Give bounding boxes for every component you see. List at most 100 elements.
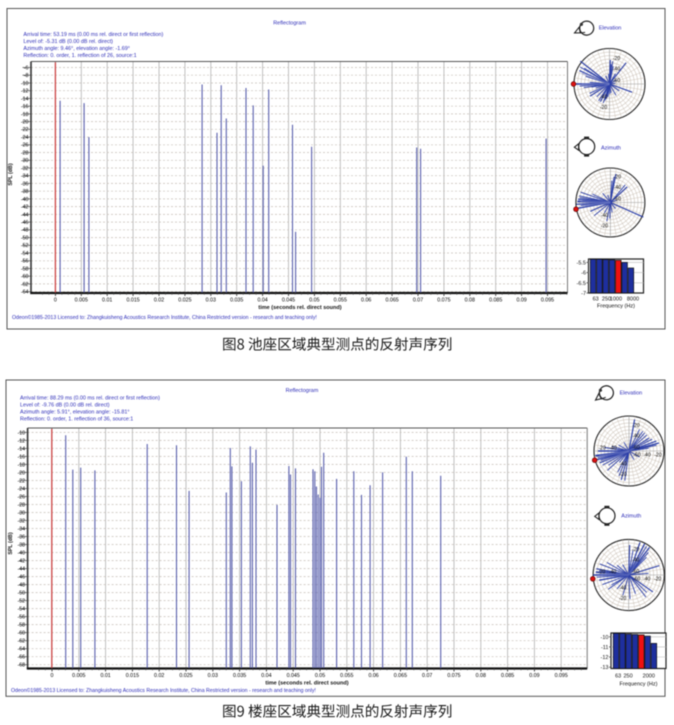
svg-text:0.085: 0.085 xyxy=(489,298,502,304)
svg-text:Azimuth: Azimuth xyxy=(601,146,621,152)
svg-text:0.01: 0.01 xyxy=(102,298,112,304)
svg-text:Level of: -9.76 dB (0.00 dB re: Level of: -9.76 dB (0.00 dB rel. direct) xyxy=(20,403,110,409)
svg-text:-18: -18 xyxy=(21,112,29,118)
svg-text:-12: -12 xyxy=(21,89,29,95)
svg-text:-20: -20 xyxy=(654,453,661,459)
svg-text:-16: -16 xyxy=(21,104,29,110)
svg-text:0.04: 0.04 xyxy=(257,298,267,304)
svg-text:0.015: 0.015 xyxy=(126,673,139,679)
svg-text:-54: -54 xyxy=(21,251,29,257)
svg-text:-52: -52 xyxy=(21,243,29,249)
svg-text:-32: -32 xyxy=(21,166,29,172)
svg-text:-10: -10 xyxy=(21,81,29,87)
svg-text:0.01: 0.01 xyxy=(100,673,110,679)
svg-text:-56: -56 xyxy=(21,259,29,265)
svg-text:63: 63 xyxy=(615,673,621,679)
svg-text:time (seconds rel. direct soun: time (seconds rel. direct sound) xyxy=(265,681,348,687)
svg-text:-54: -54 xyxy=(17,607,25,613)
svg-text:Azimuth angle: 5.91°, elevatio: Azimuth angle: 5.91°, elevation angle: -… xyxy=(20,410,130,416)
svg-text:-50: -50 xyxy=(21,236,29,242)
svg-text:-44: -44 xyxy=(21,212,29,218)
svg-text:0.06: 0.06 xyxy=(368,673,378,679)
svg-text:-40: -40 xyxy=(21,197,29,203)
svg-text:-36: -36 xyxy=(21,181,29,187)
svg-text:-14: -14 xyxy=(17,446,25,452)
svg-text:Elevation: Elevation xyxy=(599,26,622,32)
svg-text:0.05: 0.05 xyxy=(309,298,319,304)
svg-text:0.09: 0.09 xyxy=(529,673,539,679)
svg-text:-12: -12 xyxy=(601,655,609,661)
svg-text:Odeon©1985-2013 Licensed to:: Odeon©1985-2013 Licensed to: Zhangkuishe… xyxy=(12,314,317,321)
svg-text:0.005: 0.005 xyxy=(72,673,85,679)
svg-text:-40: -40 xyxy=(614,185,621,191)
svg-text:-40: -40 xyxy=(609,570,616,576)
svg-text:-62: -62 xyxy=(21,282,29,288)
svg-text:-30: -30 xyxy=(21,158,29,164)
svg-text:-20: -20 xyxy=(598,446,605,452)
svg-text:-20: -20 xyxy=(632,423,639,429)
svg-text:0.035: 0.035 xyxy=(230,298,243,304)
svg-text:-28: -28 xyxy=(17,502,25,508)
svg-text:0.075: 0.075 xyxy=(437,298,450,304)
svg-text:0.095: 0.095 xyxy=(555,673,568,679)
svg-text:-20: -20 xyxy=(619,596,626,602)
svg-text:Azimuth angle: 9.46°, elevatio: Azimuth angle: 9.46°, elevation angle: -… xyxy=(23,46,130,52)
svg-text:-6: -6 xyxy=(24,65,29,71)
svg-text:0.02: 0.02 xyxy=(154,298,164,304)
svg-text:-60: -60 xyxy=(633,453,640,459)
svg-text:-22: -22 xyxy=(21,127,29,133)
svg-text:-40: -40 xyxy=(609,446,616,452)
svg-text:-20: -20 xyxy=(619,472,626,478)
svg-text:2000: 2000 xyxy=(643,673,655,679)
svg-text:-68: -68 xyxy=(17,663,25,669)
svg-text:Arrival time: 88.29 ms (0.00 m: Arrival time: 88.29 ms (0.00 ms rel. dir… xyxy=(20,396,160,402)
svg-text:Frequency (Hz): Frequency (Hz) xyxy=(620,681,658,687)
svg-text:time (seconds rel. direct soun: time (seconds rel. direct sound) xyxy=(258,305,341,311)
svg-text:-40: -40 xyxy=(619,462,626,468)
svg-text:-44: -44 xyxy=(17,567,25,573)
svg-text:250: 250 xyxy=(624,673,633,679)
svg-text:-14: -14 xyxy=(21,96,29,102)
svg-text:-26: -26 xyxy=(21,143,29,149)
svg-text:-48: -48 xyxy=(21,228,29,234)
svg-text:-20: -20 xyxy=(632,547,639,553)
svg-text:-36: -36 xyxy=(17,534,25,540)
svg-text:-40: -40 xyxy=(619,586,626,592)
svg-text:-5.5: -5.5 xyxy=(577,260,586,266)
svg-text:-58: -58 xyxy=(17,623,25,629)
svg-text:-60: -60 xyxy=(613,78,620,84)
svg-text:-24: -24 xyxy=(17,486,25,492)
svg-text:-20: -20 xyxy=(601,224,608,230)
svg-text:0.065: 0.065 xyxy=(385,298,398,304)
svg-text:-60: -60 xyxy=(632,569,639,575)
svg-text:-20: -20 xyxy=(17,470,25,476)
svg-text:-64: -64 xyxy=(21,290,29,296)
svg-text:0.095: 0.095 xyxy=(541,298,554,304)
svg-text:-58: -58 xyxy=(21,266,29,272)
svg-text:Reflectogram: Reflectogram xyxy=(273,21,306,27)
svg-text:Reflectogram: Reflectogram xyxy=(286,388,319,394)
svg-text:-40: -40 xyxy=(17,550,25,556)
svg-text:0.02: 0.02 xyxy=(154,673,164,679)
svg-text:-26: -26 xyxy=(17,494,25,500)
svg-text:-16: -16 xyxy=(17,454,25,460)
svg-text:-11: -11 xyxy=(601,645,609,651)
svg-text:0.05: 0.05 xyxy=(315,673,325,679)
svg-text:-20: -20 xyxy=(598,570,605,576)
svg-text:0.07: 0.07 xyxy=(413,298,423,304)
svg-text:-56: -56 xyxy=(17,615,25,621)
svg-text:-34: -34 xyxy=(21,174,29,180)
svg-text:-7: -7 xyxy=(581,291,586,297)
svg-text:-28: -28 xyxy=(21,150,29,156)
svg-text:-40: -40 xyxy=(601,213,608,219)
svg-text:-20: -20 xyxy=(614,175,621,181)
svg-text:0.005: 0.005 xyxy=(75,298,88,304)
svg-text:-62: -62 xyxy=(17,639,25,645)
svg-text:Elevation: Elevation xyxy=(620,391,643,397)
svg-text:8000: 8000 xyxy=(627,297,639,303)
svg-text:0: 0 xyxy=(51,673,54,679)
svg-text:-22: -22 xyxy=(17,478,25,484)
svg-text:-42: -42 xyxy=(21,205,29,211)
svg-text:-6: -6 xyxy=(581,271,586,277)
svg-text:-8: -8 xyxy=(24,73,29,79)
